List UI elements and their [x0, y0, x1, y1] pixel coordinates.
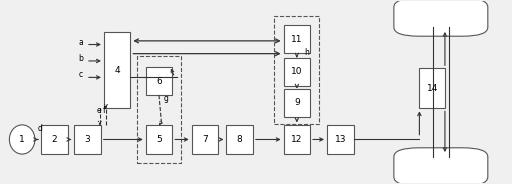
FancyBboxPatch shape — [284, 25, 310, 53]
Text: f: f — [102, 106, 105, 115]
Text: d: d — [37, 124, 42, 133]
Text: 14: 14 — [426, 84, 438, 93]
Text: 5: 5 — [156, 135, 162, 144]
Text: 4: 4 — [114, 66, 120, 75]
FancyBboxPatch shape — [284, 58, 310, 86]
FancyBboxPatch shape — [284, 89, 310, 117]
Text: b: b — [78, 54, 83, 63]
Text: a: a — [78, 38, 83, 47]
FancyBboxPatch shape — [146, 67, 172, 95]
Text: g: g — [164, 94, 169, 103]
FancyBboxPatch shape — [41, 125, 68, 154]
FancyBboxPatch shape — [419, 68, 445, 108]
Text: 11: 11 — [291, 35, 303, 44]
Text: 2: 2 — [52, 135, 57, 144]
Text: h: h — [304, 48, 309, 57]
Text: c: c — [78, 70, 82, 79]
Text: 12: 12 — [291, 135, 303, 144]
Text: 10: 10 — [291, 67, 303, 76]
Text: 9: 9 — [294, 98, 300, 107]
Text: e: e — [97, 106, 101, 115]
FancyBboxPatch shape — [191, 125, 218, 154]
FancyBboxPatch shape — [284, 125, 310, 154]
FancyBboxPatch shape — [394, 0, 488, 36]
FancyBboxPatch shape — [74, 125, 101, 154]
FancyBboxPatch shape — [146, 125, 172, 154]
Text: 7: 7 — [202, 135, 208, 144]
Text: 13: 13 — [334, 135, 346, 144]
Text: 3: 3 — [84, 135, 91, 144]
Ellipse shape — [9, 125, 35, 154]
FancyBboxPatch shape — [104, 32, 131, 108]
Text: 1: 1 — [19, 135, 25, 144]
FancyBboxPatch shape — [394, 148, 488, 184]
FancyBboxPatch shape — [327, 125, 353, 154]
Text: 6: 6 — [156, 77, 162, 86]
FancyBboxPatch shape — [226, 125, 253, 154]
Text: 8: 8 — [237, 135, 243, 144]
